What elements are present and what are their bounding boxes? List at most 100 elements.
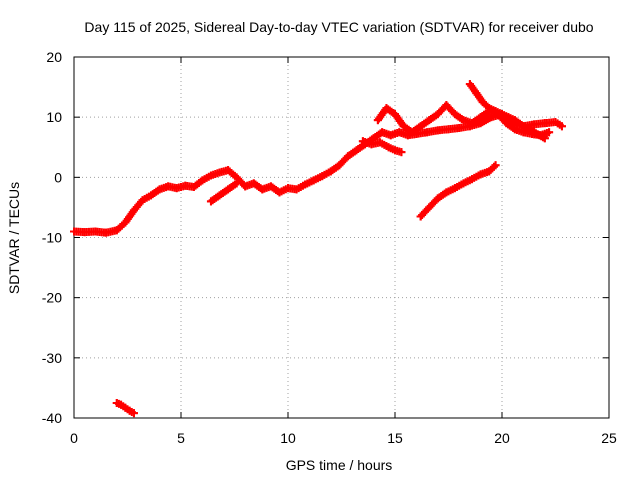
data-point	[367, 140, 376, 149]
series-low-arc	[112, 398, 138, 418]
series-branch-upper-mid	[358, 137, 406, 157]
data-point	[491, 161, 500, 170]
x-tick-label: 15	[387, 430, 403, 446]
grid-lines	[74, 57, 609, 418]
x-tick-label: 20	[494, 430, 510, 446]
y-tick-label: -30	[42, 350, 62, 366]
data-point	[442, 188, 451, 197]
data-point	[352, 146, 361, 155]
x-tick-label: 5	[177, 430, 185, 446]
data-point	[181, 181, 190, 190]
data-point	[91, 227, 100, 236]
data-point	[121, 218, 130, 227]
data-point	[224, 185, 233, 194]
data-point	[189, 182, 198, 191]
data-point	[112, 398, 121, 407]
data-point	[444, 125, 453, 134]
data-point	[275, 188, 284, 197]
data-point	[416, 122, 425, 131]
data-point	[335, 161, 344, 170]
axis-ticks	[73, 56, 610, 419]
data-point	[408, 128, 417, 137]
data-point	[433, 110, 442, 119]
data-point	[386, 131, 395, 140]
data-point	[498, 110, 506, 119]
data-point	[455, 123, 464, 132]
chart-title: Day 115 of 2025, Sidereal Day-to-day VTE…	[84, 19, 593, 35]
x-axis-label: GPS time / hours	[286, 457, 393, 473]
data-point	[343, 152, 352, 161]
data-point	[376, 138, 385, 147]
data-point	[391, 110, 399, 119]
data-point	[519, 122, 528, 131]
data-point	[80, 228, 89, 237]
data-point	[530, 128, 539, 137]
data-point	[433, 126, 442, 135]
data-point	[468, 175, 477, 184]
data-point	[249, 179, 258, 188]
data-point	[198, 176, 207, 185]
data-point	[540, 134, 549, 143]
data-point	[397, 148, 406, 157]
y-tick-label: -40	[42, 410, 62, 426]
x-tick-label: 25	[601, 430, 617, 446]
data-point	[164, 182, 173, 191]
series-markers	[416, 161, 500, 221]
series-rising-arc	[416, 161, 500, 221]
data-point	[442, 101, 451, 110]
data-point	[147, 191, 156, 200]
data-point	[399, 122, 408, 131]
data-point	[465, 80, 474, 89]
data-point	[557, 122, 566, 131]
data-point	[138, 196, 147, 205]
tick-labels: 0 5 10 15 20 25 -40 -30 -20 -10 0 10 20	[42, 49, 617, 446]
data-point	[540, 119, 549, 128]
data-point	[476, 170, 485, 179]
data-point	[416, 212, 425, 221]
data-point	[491, 107, 500, 116]
data-point	[215, 191, 224, 200]
data-point	[129, 409, 138, 418]
data-point	[266, 182, 275, 191]
data-point	[478, 98, 487, 107]
data-point	[373, 116, 382, 125]
data-point	[112, 226, 121, 235]
data-point	[378, 128, 387, 137]
x-tick-label: 0	[70, 430, 78, 446]
data-point	[206, 171, 215, 180]
data-point	[485, 167, 494, 176]
data-point	[485, 104, 494, 113]
data-point	[425, 203, 434, 212]
data-point	[292, 185, 301, 194]
data-point	[504, 113, 513, 122]
data-point	[472, 89, 481, 98]
data-point	[476, 113, 485, 122]
data-point	[172, 184, 181, 193]
data-point	[450, 110, 459, 119]
data-point	[530, 120, 539, 129]
data-point	[121, 403, 130, 412]
data-point	[206, 197, 215, 206]
data-point	[232, 179, 241, 188]
data-point	[551, 117, 560, 126]
data-point	[125, 406, 134, 415]
data-point	[502, 119, 511, 128]
y-tick-label: -10	[42, 230, 62, 246]
data-point	[459, 116, 468, 125]
data-point	[433, 194, 442, 203]
data-point	[117, 400, 126, 409]
data-point	[215, 168, 224, 177]
data-point	[423, 128, 432, 137]
data-point	[70, 227, 78, 236]
data-point	[382, 104, 391, 113]
data-point	[102, 228, 111, 237]
y-tick-label: 20	[46, 49, 62, 65]
data-point	[258, 185, 267, 194]
data-point	[391, 146, 399, 155]
data-point	[450, 184, 459, 193]
data-point	[318, 172, 327, 181]
data-point	[384, 143, 393, 152]
series-branch-low-mid	[206, 179, 241, 206]
y-axis-label: SDTVAR / TECUs	[6, 182, 22, 294]
